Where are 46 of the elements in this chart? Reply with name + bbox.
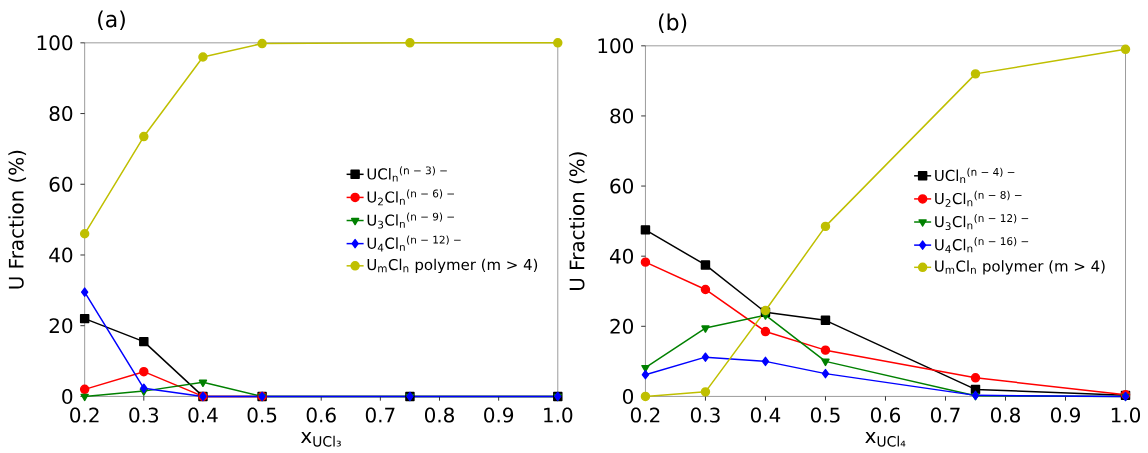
x-axis-title: x$_{UCl₄}$ bbox=[865, 431, 906, 447]
y-axis-title: U Fraction (%) bbox=[8, 150, 27, 289]
legend-label: U$_{4}$Cl$_{n}$(n − 16) − bbox=[935, 236, 1029, 253]
y-tick-label: 0 bbox=[622, 388, 634, 404]
chart-title: (b) bbox=[658, 13, 687, 33]
y-tick-label: 60 bbox=[610, 178, 634, 194]
legend-label: U$_{2}$Cl$_{n}$(n − 6) − bbox=[367, 189, 454, 206]
legend-label: UCl$_{n}$(n − 4) − bbox=[935, 167, 1015, 183]
x-axis-title: x$_{UCl₃}$ bbox=[300, 431, 341, 447]
y-tick-label: 0 bbox=[62, 388, 73, 404]
x-tick-label: 0.4 bbox=[750, 407, 781, 423]
x-tick-label: 0.5 bbox=[810, 407, 840, 423]
legend-label: U$_{3}$Cl$_{n}$(n − 12) − bbox=[935, 213, 1029, 230]
y-tick-label: 80 bbox=[610, 108, 634, 124]
y-tick-label: 100 bbox=[37, 35, 73, 51]
x-tick-label: 0.7 bbox=[930, 407, 960, 423]
y-tick-label: 20 bbox=[610, 318, 634, 334]
y-tick-label: 100 bbox=[598, 38, 634, 54]
legend-label: U$_{3}$Cl$_{n}$(n − 9) − bbox=[367, 212, 454, 229]
legend-label: UCl$_{n}$(n − 3) − bbox=[367, 166, 447, 182]
x-tick-label: 1.0 bbox=[1111, 407, 1141, 423]
x-tick-label: 0.3 bbox=[129, 407, 159, 423]
x-tick-label: 0.6 bbox=[870, 407, 901, 423]
y-axis-title: U Fraction (%) bbox=[569, 152, 587, 290]
x-tick-label: 0.5 bbox=[247, 407, 277, 423]
legend-label: U$_{m}$Cl$_{n}$ polymer (m > 4) bbox=[935, 260, 1105, 275]
x-tick-label: 0.9 bbox=[484, 407, 514, 423]
legend-label: U$_{4}$Cl$_{n}$(n − 12) − bbox=[367, 235, 461, 252]
x-tick-label: 0.3 bbox=[690, 407, 720, 423]
x-tick-label: 0.8 bbox=[424, 407, 454, 423]
y-tick-label: 20 bbox=[49, 318, 73, 334]
x-tick-label: 0.9 bbox=[1050, 407, 1080, 423]
y-tick-label: 40 bbox=[609, 248, 634, 264]
legend-label: U$_{m}$Cl$_{n}$ polymer (m > 4) bbox=[367, 258, 538, 273]
legend-label: U$_{2}$Cl$_{n}$(n − 8) − bbox=[935, 190, 1022, 207]
y-tick-label: 60 bbox=[49, 176, 73, 192]
y-tick-label: 40 bbox=[49, 247, 73, 263]
x-tick-label: 0.7 bbox=[365, 407, 395, 423]
x-tick-label: 0.2 bbox=[70, 407, 99, 423]
x-tick-label: 0.8 bbox=[990, 407, 1020, 423]
x-tick-label: 0.6 bbox=[306, 407, 336, 423]
x-tick-label: 1.0 bbox=[544, 407, 573, 423]
x-tick-label: 0.4 bbox=[188, 407, 218, 423]
y-tick-label: 80 bbox=[49, 105, 73, 121]
chart-title: (a) bbox=[98, 10, 125, 30]
x-tick-label: 0.2 bbox=[630, 407, 660, 423]
